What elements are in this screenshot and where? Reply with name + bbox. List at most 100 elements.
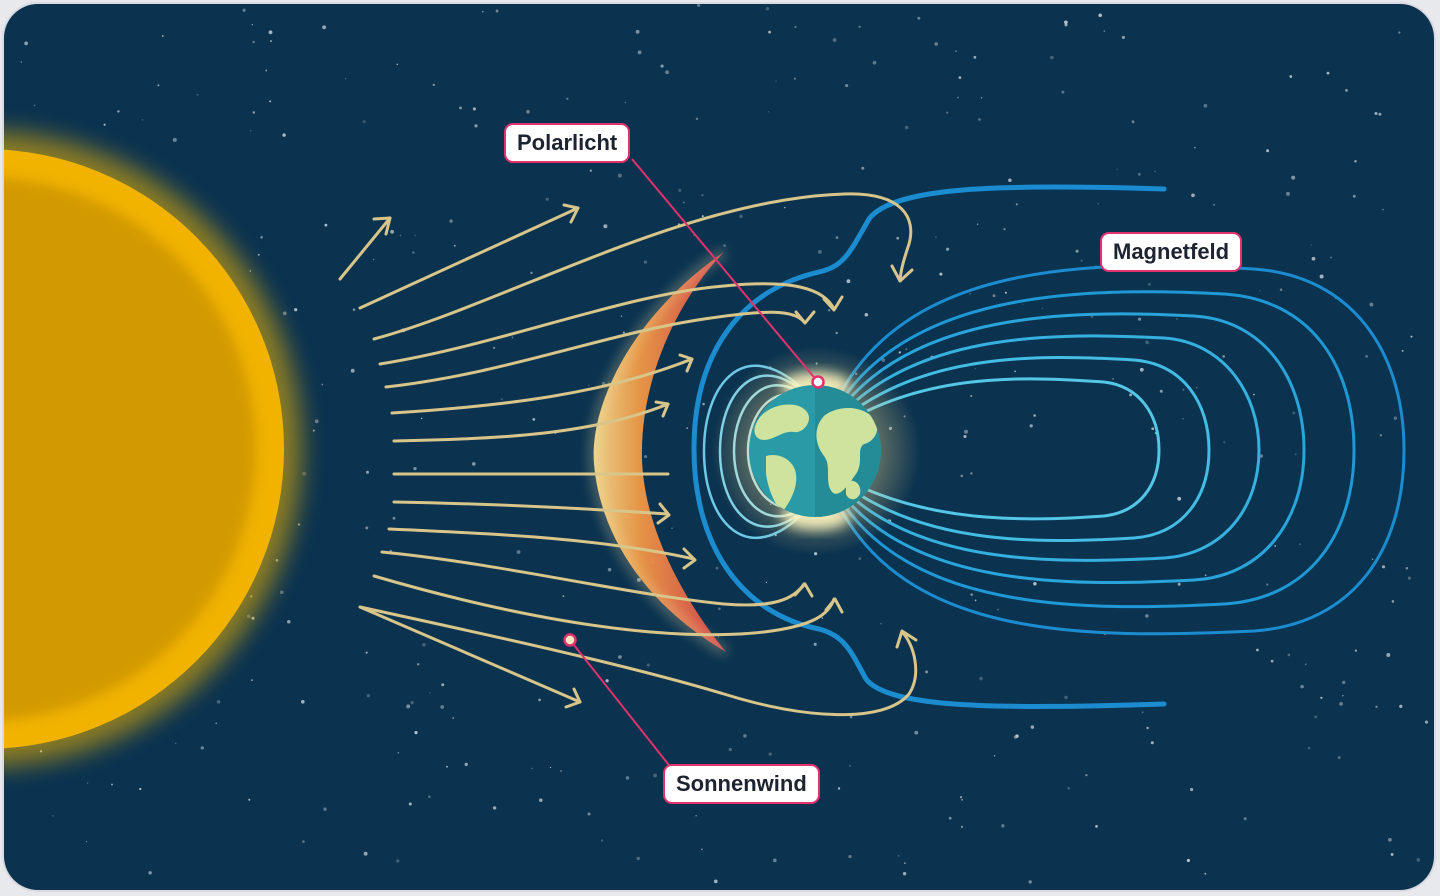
star: [827, 309, 831, 312]
star: [1223, 441, 1226, 444]
star: [980, 97, 983, 99]
star: [625, 776, 630, 780]
star: [1253, 393, 1255, 396]
star: [945, 247, 950, 251]
star: [260, 236, 263, 239]
star: [428, 795, 431, 798]
star: [848, 764, 851, 767]
star: [768, 30, 771, 34]
star: [464, 762, 468, 767]
star: [1319, 274, 1324, 279]
star: [440, 705, 445, 709]
star: [935, 236, 937, 238]
star: [1001, 824, 1005, 828]
star: [713, 879, 718, 884]
star: [765, 7, 770, 11]
star: [948, 816, 952, 820]
star: [660, 64, 664, 68]
star: [300, 699, 305, 704]
star: [1029, 424, 1033, 428]
star: [314, 419, 319, 424]
star: [1146, 726, 1149, 730]
star: [269, 100, 272, 103]
star: [858, 25, 861, 28]
star: [665, 70, 669, 75]
star: [1291, 175, 1296, 180]
star: [1382, 208, 1384, 211]
star: [1375, 705, 1378, 708]
star: [33, 104, 36, 107]
star: [1314, 715, 1318, 719]
star: [365, 470, 370, 474]
star: [492, 806, 497, 810]
star: [429, 692, 431, 694]
star: [1305, 663, 1307, 665]
star: [242, 8, 246, 12]
star: [472, 107, 476, 111]
star: [1150, 741, 1154, 745]
star: [1003, 228, 1006, 231]
star: [1410, 335, 1413, 338]
magnetic-field-lines: [691, 184, 1406, 709]
star: [1286, 191, 1290, 196]
star: [772, 858, 777, 863]
star: [446, 765, 448, 768]
star: [1416, 858, 1421, 862]
star: [696, 4, 701, 8]
star: [1339, 702, 1343, 706]
star: [413, 466, 417, 471]
star: [1378, 112, 1382, 116]
star: [728, 747, 732, 752]
star: [560, 770, 562, 772]
star: [302, 840, 305, 843]
star: [794, 26, 797, 29]
star: [973, 55, 977, 59]
star: [970, 394, 973, 398]
star: [1145, 614, 1149, 618]
star: [671, 527, 673, 529]
star: [352, 308, 356, 311]
star: [1287, 653, 1291, 657]
star: [1022, 303, 1024, 305]
star: [955, 50, 957, 52]
star: [682, 201, 685, 204]
star: [603, 224, 608, 229]
star: [1121, 35, 1125, 39]
star: [624, 101, 627, 104]
star: [914, 730, 919, 735]
star: [717, 636, 720, 638]
star: [103, 123, 106, 126]
diagram-frame: Polarlicht Magnetfeld Sonnenwind: [4, 4, 1434, 890]
star: [934, 42, 939, 46]
star: [111, 783, 113, 786]
star: [600, 839, 604, 842]
star: [1386, 653, 1391, 657]
star: [1388, 837, 1392, 842]
star: [406, 704, 411, 709]
star: [268, 30, 273, 35]
star: [1004, 291, 1007, 294]
star: [432, 83, 435, 86]
star: [1177, 582, 1181, 586]
star: [1266, 149, 1270, 153]
star: [280, 590, 284, 595]
star: [1300, 684, 1304, 689]
star: [1195, 386, 1198, 389]
star: [1342, 680, 1346, 685]
star: [1061, 90, 1065, 94]
star: [248, 798, 251, 801]
star: [765, 581, 768, 584]
star: [1391, 600, 1395, 603]
star: [472, 462, 476, 466]
star: [1299, 543, 1301, 545]
star: [979, 676, 983, 681]
star: [362, 120, 366, 124]
star: [1266, 583, 1269, 586]
star: [516, 550, 521, 554]
star: [957, 96, 959, 99]
star: [172, 137, 177, 142]
star: [397, 752, 400, 754]
star: [390, 229, 395, 234]
star: [880, 623, 882, 625]
star: [139, 787, 142, 791]
